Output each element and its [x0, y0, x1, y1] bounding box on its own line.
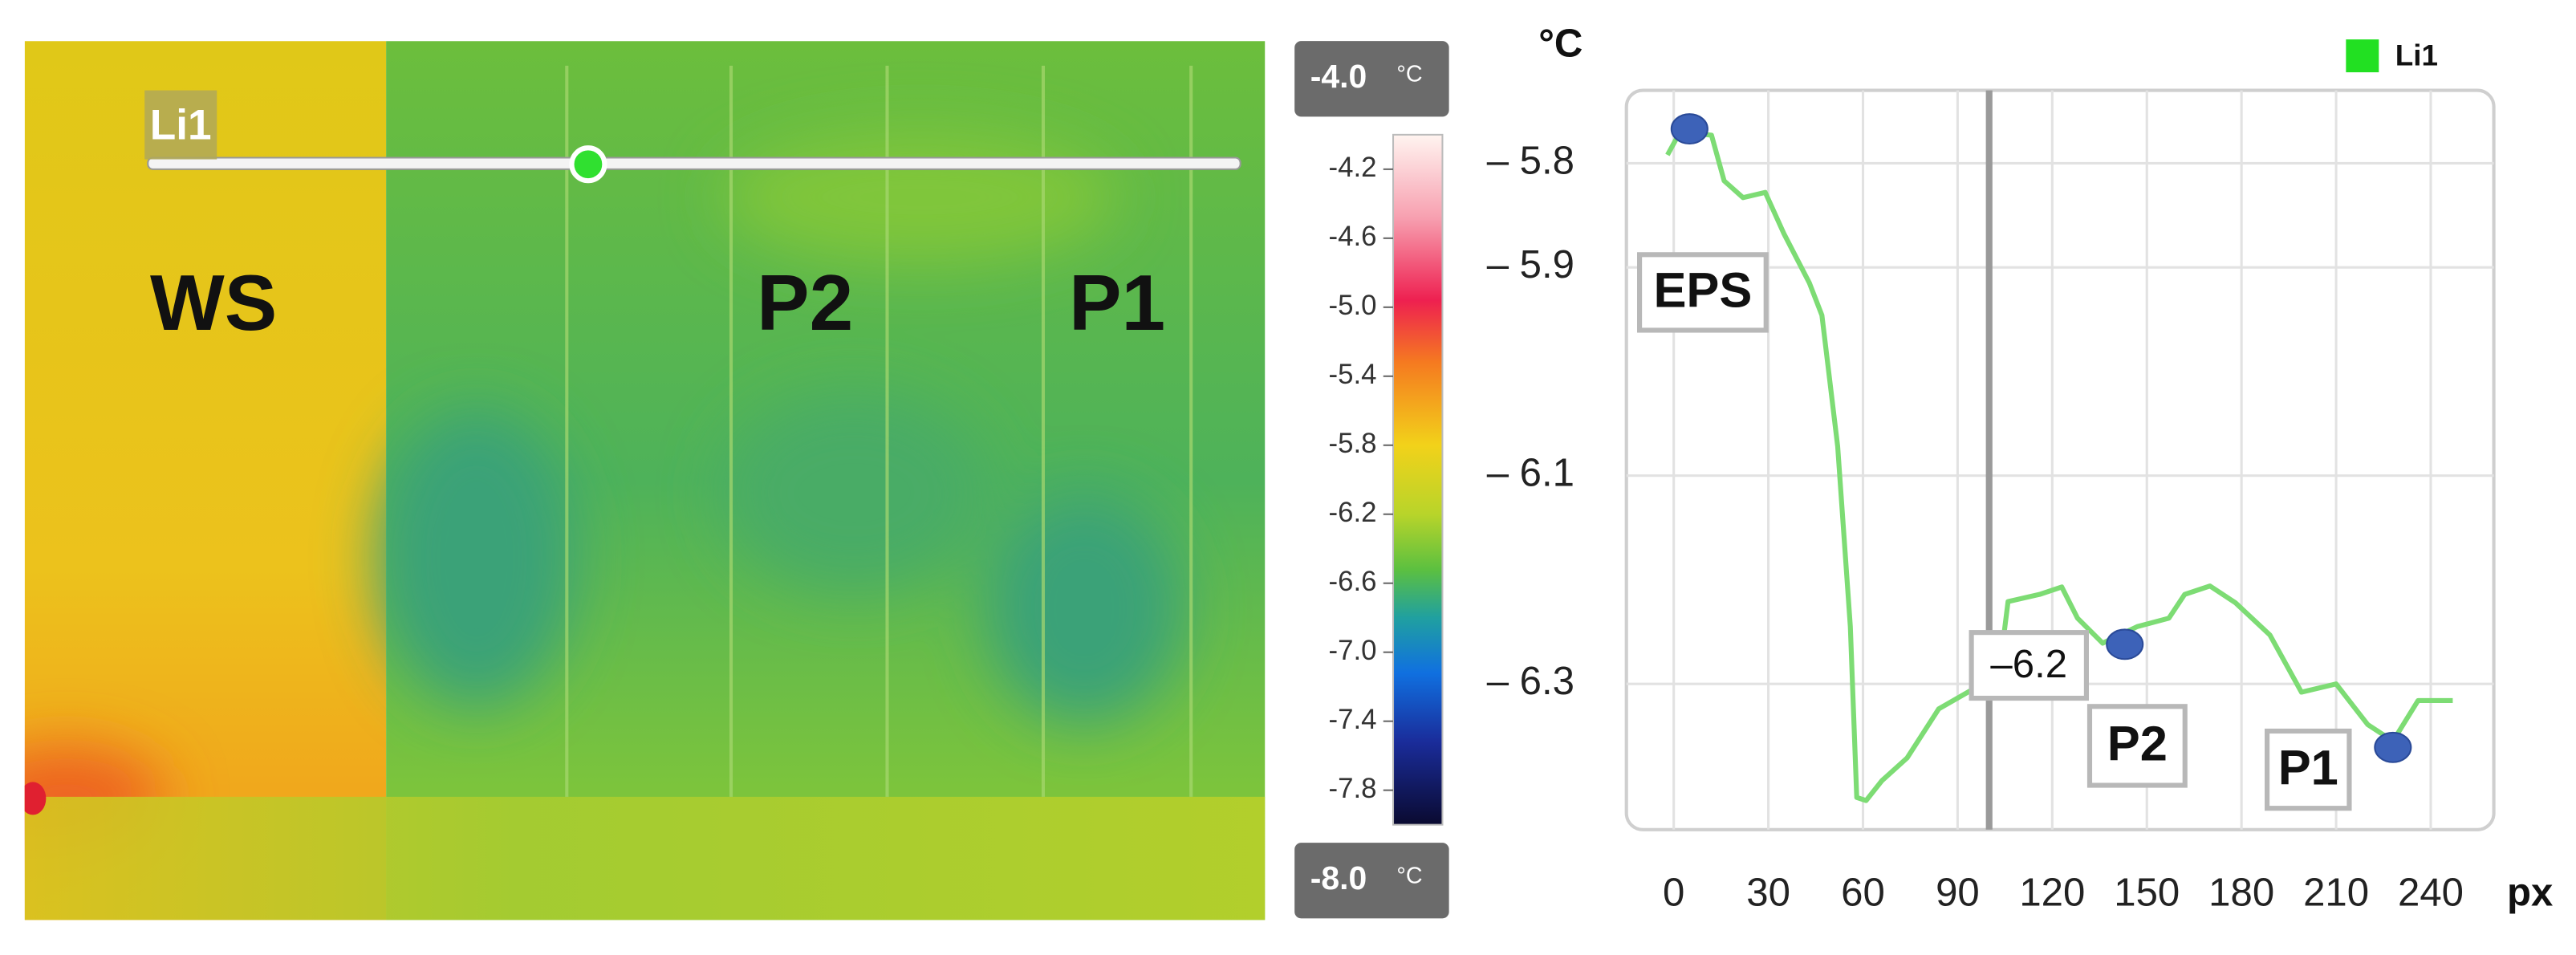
colorbar-ticks: -4.2 -4.6 -5.0 -5.4 -5.8 -6.2 -6.6 -7.0 -7.4 -7.8…	[1294, 41, 1449, 919]
y-axis-label: °C	[1538, 22, 1583, 65]
x-tick-label: 120	[2019, 872, 2085, 915]
colorbar-tick-label: -7.0	[1329, 635, 1377, 666]
colorbar-tick-label: -7.4	[1329, 704, 1377, 735]
colorbar-unit: °C	[1396, 62, 1422, 87]
legend-swatch	[2346, 39, 2379, 73]
colorbar-tick-label: -5.0	[1329, 290, 1377, 321]
colorbar-limit-box	[1294, 843, 1449, 919]
region-label: P1	[1069, 258, 1165, 347]
thermal-image: Li1 WS P2 P1	[24, 41, 1266, 920]
colorbar-tick-label: -4.6	[1329, 221, 1377, 252]
colorbar-tick-label: -5.8	[1329, 428, 1377, 459]
annotation-box	[1637, 252, 1769, 333]
annotation: P1	[2278, 740, 2338, 795]
line-chart: – 5.8 – 5.9 – 6.1 – 6.3 0 30 60 90 120 150 180 210 2…	[1487, 22, 2554, 914]
annotation: P2	[2107, 717, 2168, 772]
y-tick-label: – 6.1	[1487, 452, 1574, 495]
data-marker	[2374, 731, 2412, 763]
annotation-box	[2265, 728, 2352, 811]
colorbar-limit-label: -4.0	[1310, 58, 1367, 95]
x-tick-label: 0	[1663, 872, 1684, 915]
data-marker	[2106, 628, 2144, 660]
x-tick-label: 90	[1936, 872, 1980, 915]
annotation-box	[1969, 630, 2089, 701]
x-axis-label: px	[2507, 872, 2553, 915]
colorbar-tick-label: -7.8	[1329, 773, 1377, 804]
colorbar	[1392, 133, 1444, 826]
line-label: Li1	[150, 102, 212, 149]
annotation-box	[2086, 704, 2188, 788]
x-tick-label: 180	[2208, 872, 2274, 915]
colorbar-limit-label: -8.0	[1310, 860, 1367, 896]
colorbar-tick-label: -6.6	[1329, 566, 1377, 597]
y-tick-label: – 6.3	[1487, 660, 1574, 703]
region-label: WS	[150, 258, 277, 347]
y-tick-label: – 5.9	[1487, 243, 1574, 286]
colorbar-tick-label: -5.4	[1329, 359, 1377, 390]
y-tick-label: – 5.8	[1487, 139, 1574, 182]
colorbar-tick-label: -4.2	[1329, 152, 1377, 183]
x-tick-label: 150	[2114, 872, 2180, 915]
legend-label: Li1	[2395, 39, 2438, 71]
data-marker	[1670, 113, 1709, 145]
x-tick-label: 210	[2303, 872, 2369, 915]
annotation: –6.2	[1990, 643, 2067, 686]
x-tick-label: 240	[2398, 872, 2464, 915]
colorbar-tick-label: -6.2	[1329, 497, 1377, 528]
colorbar-unit: °C	[1396, 864, 1422, 889]
region-label: P2	[757, 258, 853, 347]
x-tick-label: 60	[1841, 872, 1885, 915]
annotation: EPS	[1653, 263, 1752, 319]
colorbar-limit-box	[1294, 41, 1449, 117]
x-tick-label: 30	[1746, 872, 1790, 915]
